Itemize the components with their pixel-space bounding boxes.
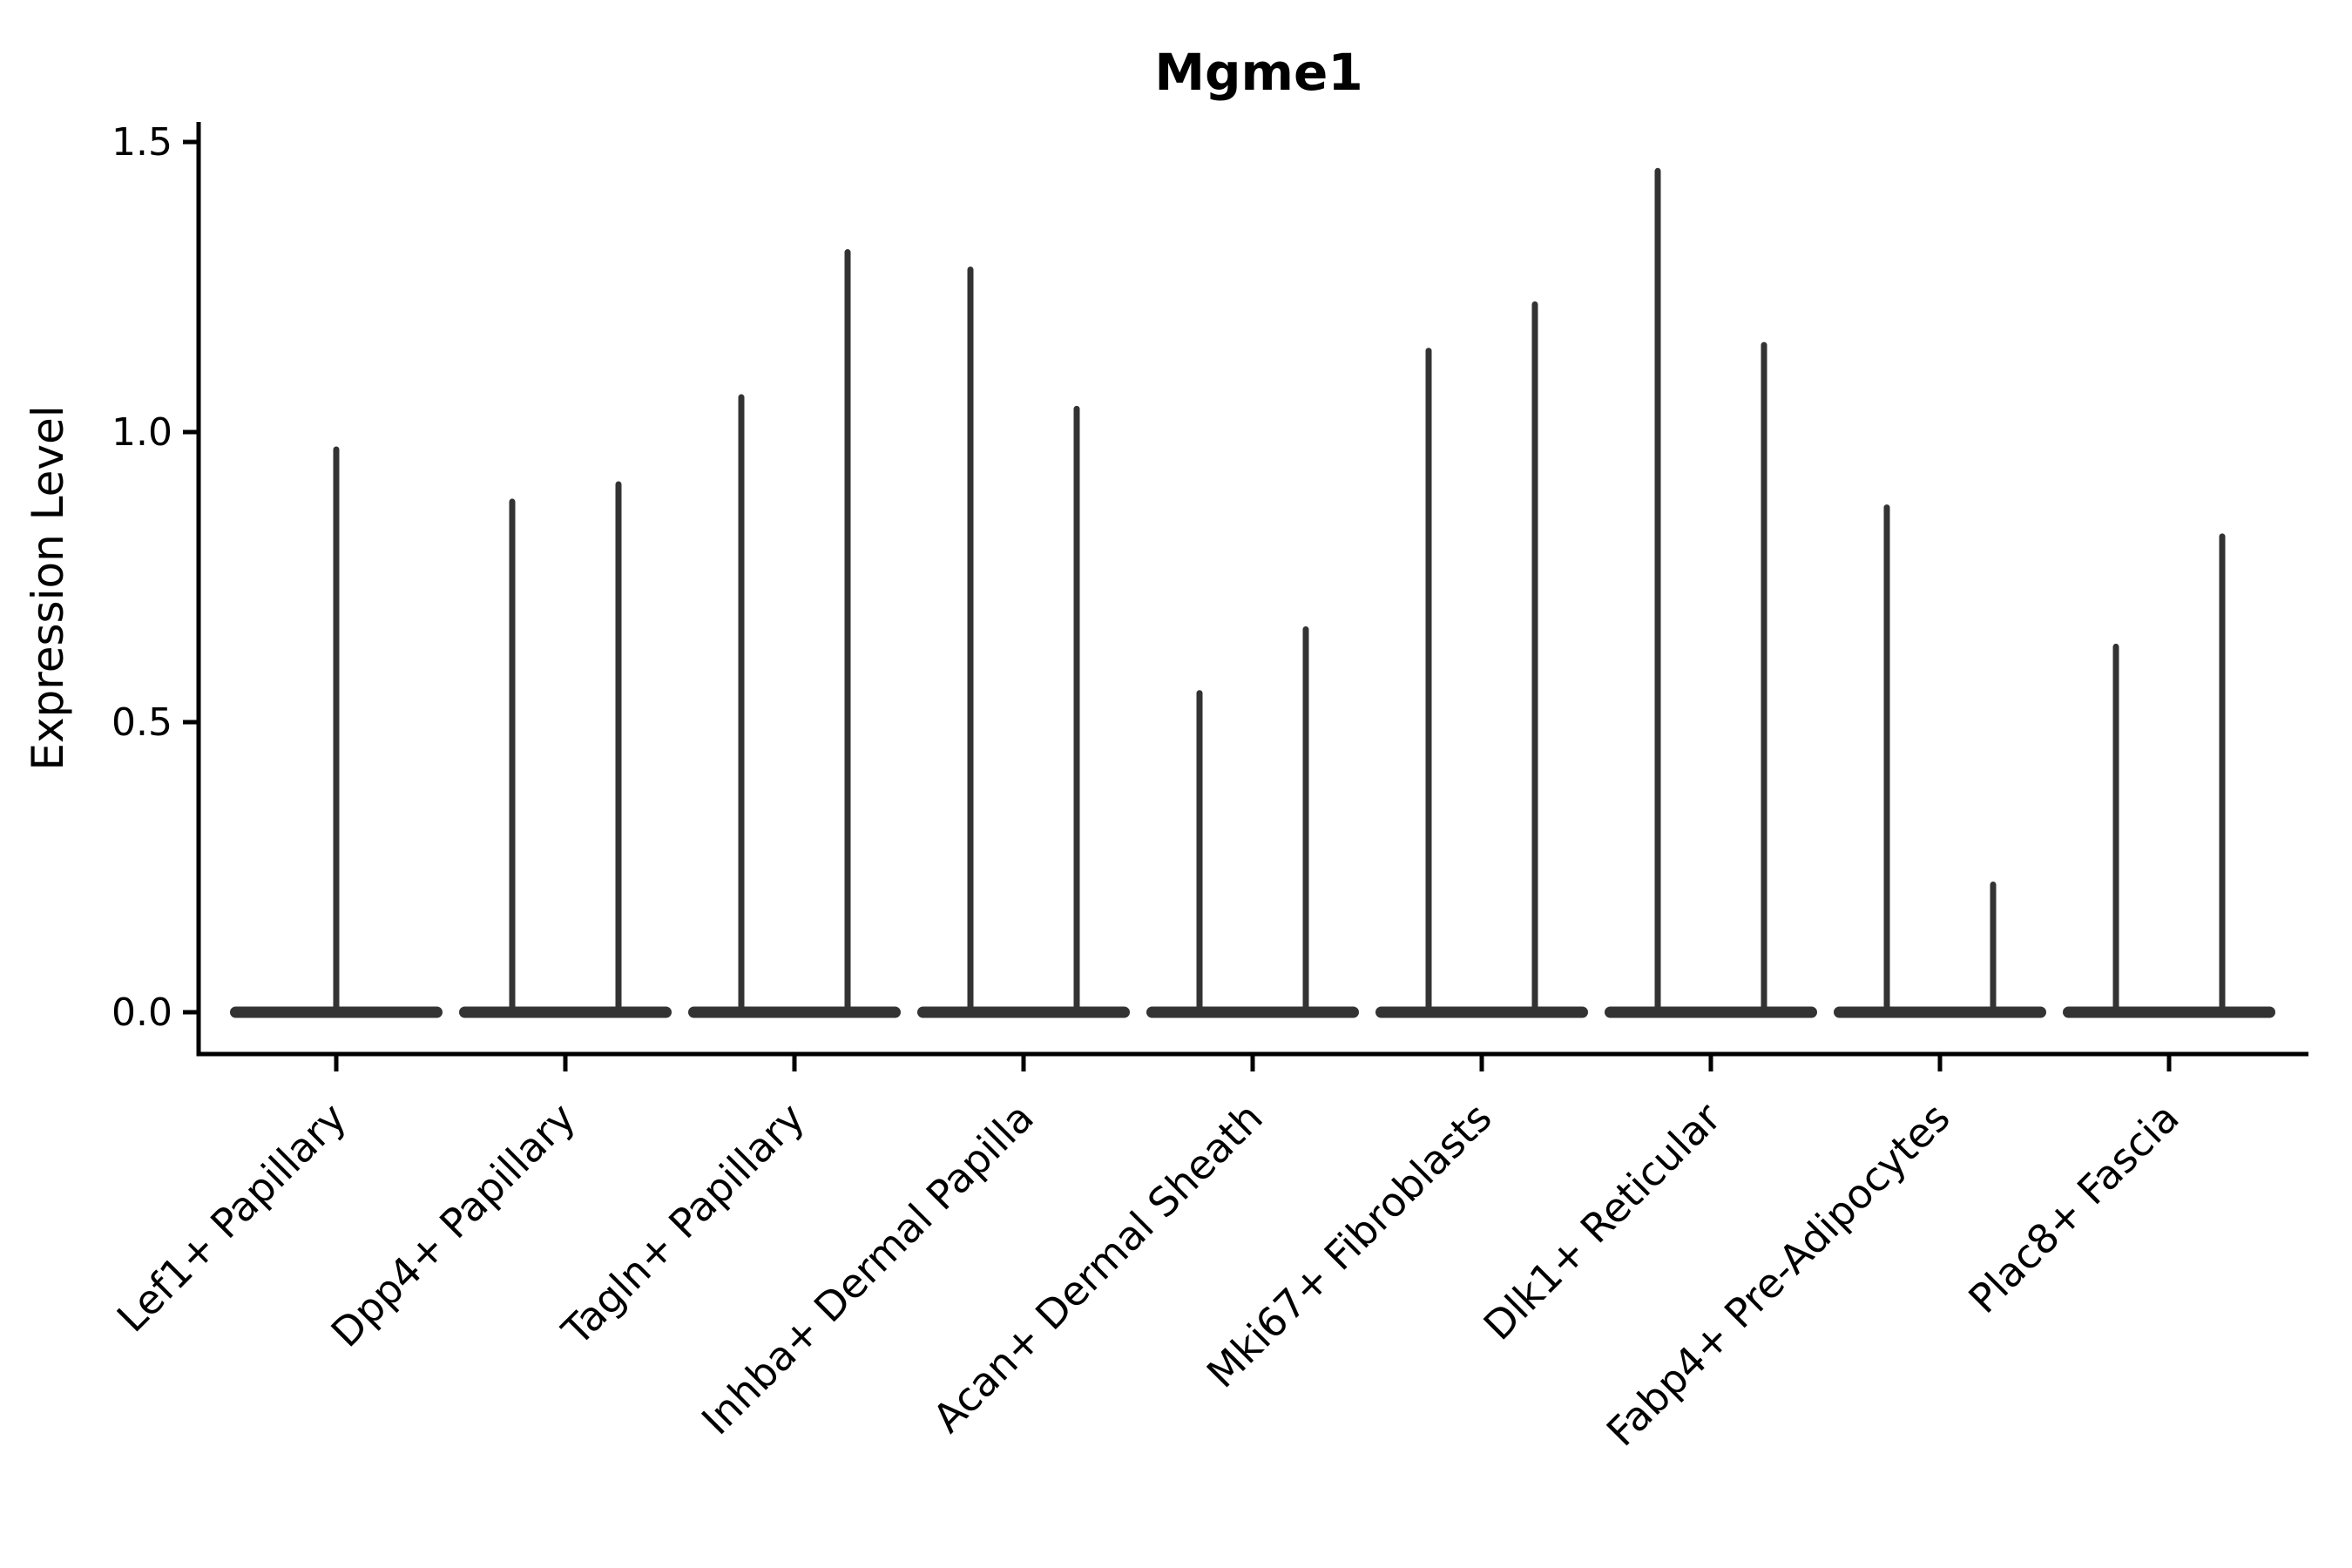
y-tick-label: 0.5 (112, 700, 172, 745)
x-tick-label: Dpp4+ Papillary (322, 1094, 585, 1356)
x-tick-label: Lef1+ Papillary (108, 1094, 355, 1342)
violin-base (1375, 1006, 1588, 1018)
chart-title: Mgme1 (1154, 43, 1362, 102)
violin-base (2063, 1006, 2275, 1018)
violin-base (459, 1006, 672, 1018)
x-tick-label: Tagln+ Papillary (552, 1094, 814, 1355)
x-tick-label: Plac8+ Fascia (1959, 1094, 2187, 1322)
x-tick-label: Dlk1+ Reticular (1475, 1094, 1730, 1349)
y-tick-label: 1.0 (112, 410, 172, 455)
y-tick-label: 1.5 (112, 120, 172, 165)
violin-base (1605, 1006, 1817, 1018)
violin-base (917, 1006, 1130, 1018)
y-axis-label: Expression Level (23, 405, 73, 770)
violin-base (1146, 1006, 1359, 1018)
violin-base (688, 1006, 901, 1018)
y-tick-label: 0.0 (112, 990, 172, 1035)
violins-layer (230, 167, 2275, 1018)
y-axis-ticks-layer: 0.0 0.5 1.0 1.5 (112, 120, 199, 1035)
violin-base (1834, 1006, 2046, 1018)
